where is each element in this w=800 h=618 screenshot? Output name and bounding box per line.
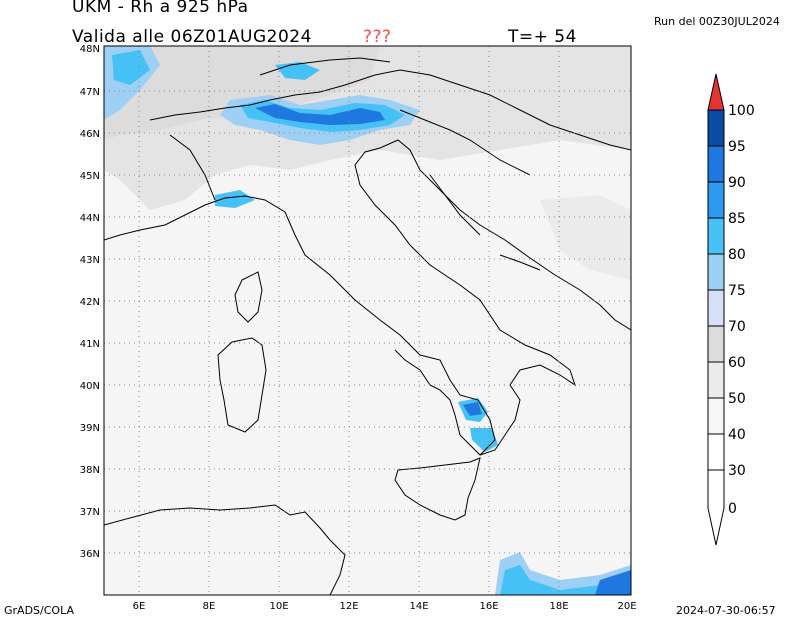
valid-time-label: Valida alle 06Z01AUG2024: [72, 27, 312, 47]
forecast-step: T=+ 54: [508, 27, 577, 47]
latitude-labels: 48N 47N 46N 45N 44N 43N 42N 41N 40N 39N …: [80, 44, 100, 560]
longitude-labels: 6E 8E 10E 12E 14E 16E 18E 20E: [133, 601, 637, 612]
lon-label: 20E: [617, 601, 636, 612]
lon-label: 10E: [269, 601, 288, 612]
colorbar-swatch-75: [707, 253, 725, 291]
map-frame: [103, 45, 632, 596]
colorbar-swatch-30: [707, 433, 725, 471]
colorbar-label: 60: [728, 355, 746, 371]
lat-label: 41N: [80, 339, 100, 350]
lat-label: 37N: [80, 507, 100, 518]
colorbar-swatch-0: [707, 469, 725, 546]
lat-label: 45N: [80, 171, 100, 182]
generated-timestamp: 2024-07-30-06:57: [676, 604, 776, 617]
colorbar-label: 70: [728, 319, 746, 335]
colorbar-label: 90: [728, 175, 746, 191]
lat-label: 48N: [80, 44, 100, 55]
colorbar-swatch-100: [707, 73, 725, 111]
colorbar-labels: 100 95 90 85 80 75 70 60 50 40 30 0: [728, 103, 755, 517]
lat-label: 38N: [80, 465, 100, 476]
colorbar-swatch-50: [707, 361, 725, 399]
colorbar-label: 95: [728, 139, 746, 155]
colorbar-label: 30: [728, 463, 746, 479]
lat-label: 39N: [80, 423, 100, 434]
colorbar-label: 0: [728, 501, 737, 517]
lon-label: 16E: [479, 601, 498, 612]
lon-label: 12E: [339, 601, 358, 612]
run-label: Run del 00Z30JUL2024: [654, 15, 780, 28]
colorbar-swatch-60: [707, 325, 725, 363]
colorbar-label: 100: [728, 103, 755, 119]
chart-title: UKM - Rh a 925 hPa: [72, 0, 249, 17]
lon-label: 6E: [133, 601, 146, 612]
lon-label: 8E: [203, 601, 216, 612]
colorbar-label: 85: [728, 211, 746, 227]
lon-label: 14E: [409, 601, 428, 612]
lat-label: 47N: [80, 87, 100, 98]
lat-label: 42N: [80, 297, 100, 308]
colorbar-swatch-85: [707, 181, 725, 219]
lon-label: 18E: [549, 601, 568, 612]
unknown-flag: ???: [363, 27, 392, 47]
colorbar-label: 80: [728, 247, 746, 263]
colorbar-swatch-70: [707, 289, 725, 327]
colorbar-swatch-90: [707, 145, 725, 183]
lat-label: 44N: [80, 213, 100, 224]
lat-label: 43N: [80, 255, 100, 266]
lat-label: 46N: [80, 129, 100, 140]
colorbar-label: 50: [728, 391, 746, 407]
coastlines: [104, 57, 631, 595]
software-credit: GrADS/COLA: [4, 604, 74, 617]
colorbar-swatch-80: [707, 217, 725, 255]
lat-label: 36N: [80, 549, 100, 560]
colorbar-label: 75: [728, 283, 746, 299]
colorbar-swatch-40: [707, 397, 725, 435]
humidity-field: [104, 46, 631, 595]
colorbar-label: 40: [728, 427, 746, 443]
colorbar: 100 95 90 85 80 75 70 60 50 40 30 0: [707, 73, 755, 546]
lat-label: 40N: [80, 381, 100, 392]
colorbar-swatch-95: [707, 109, 725, 147]
